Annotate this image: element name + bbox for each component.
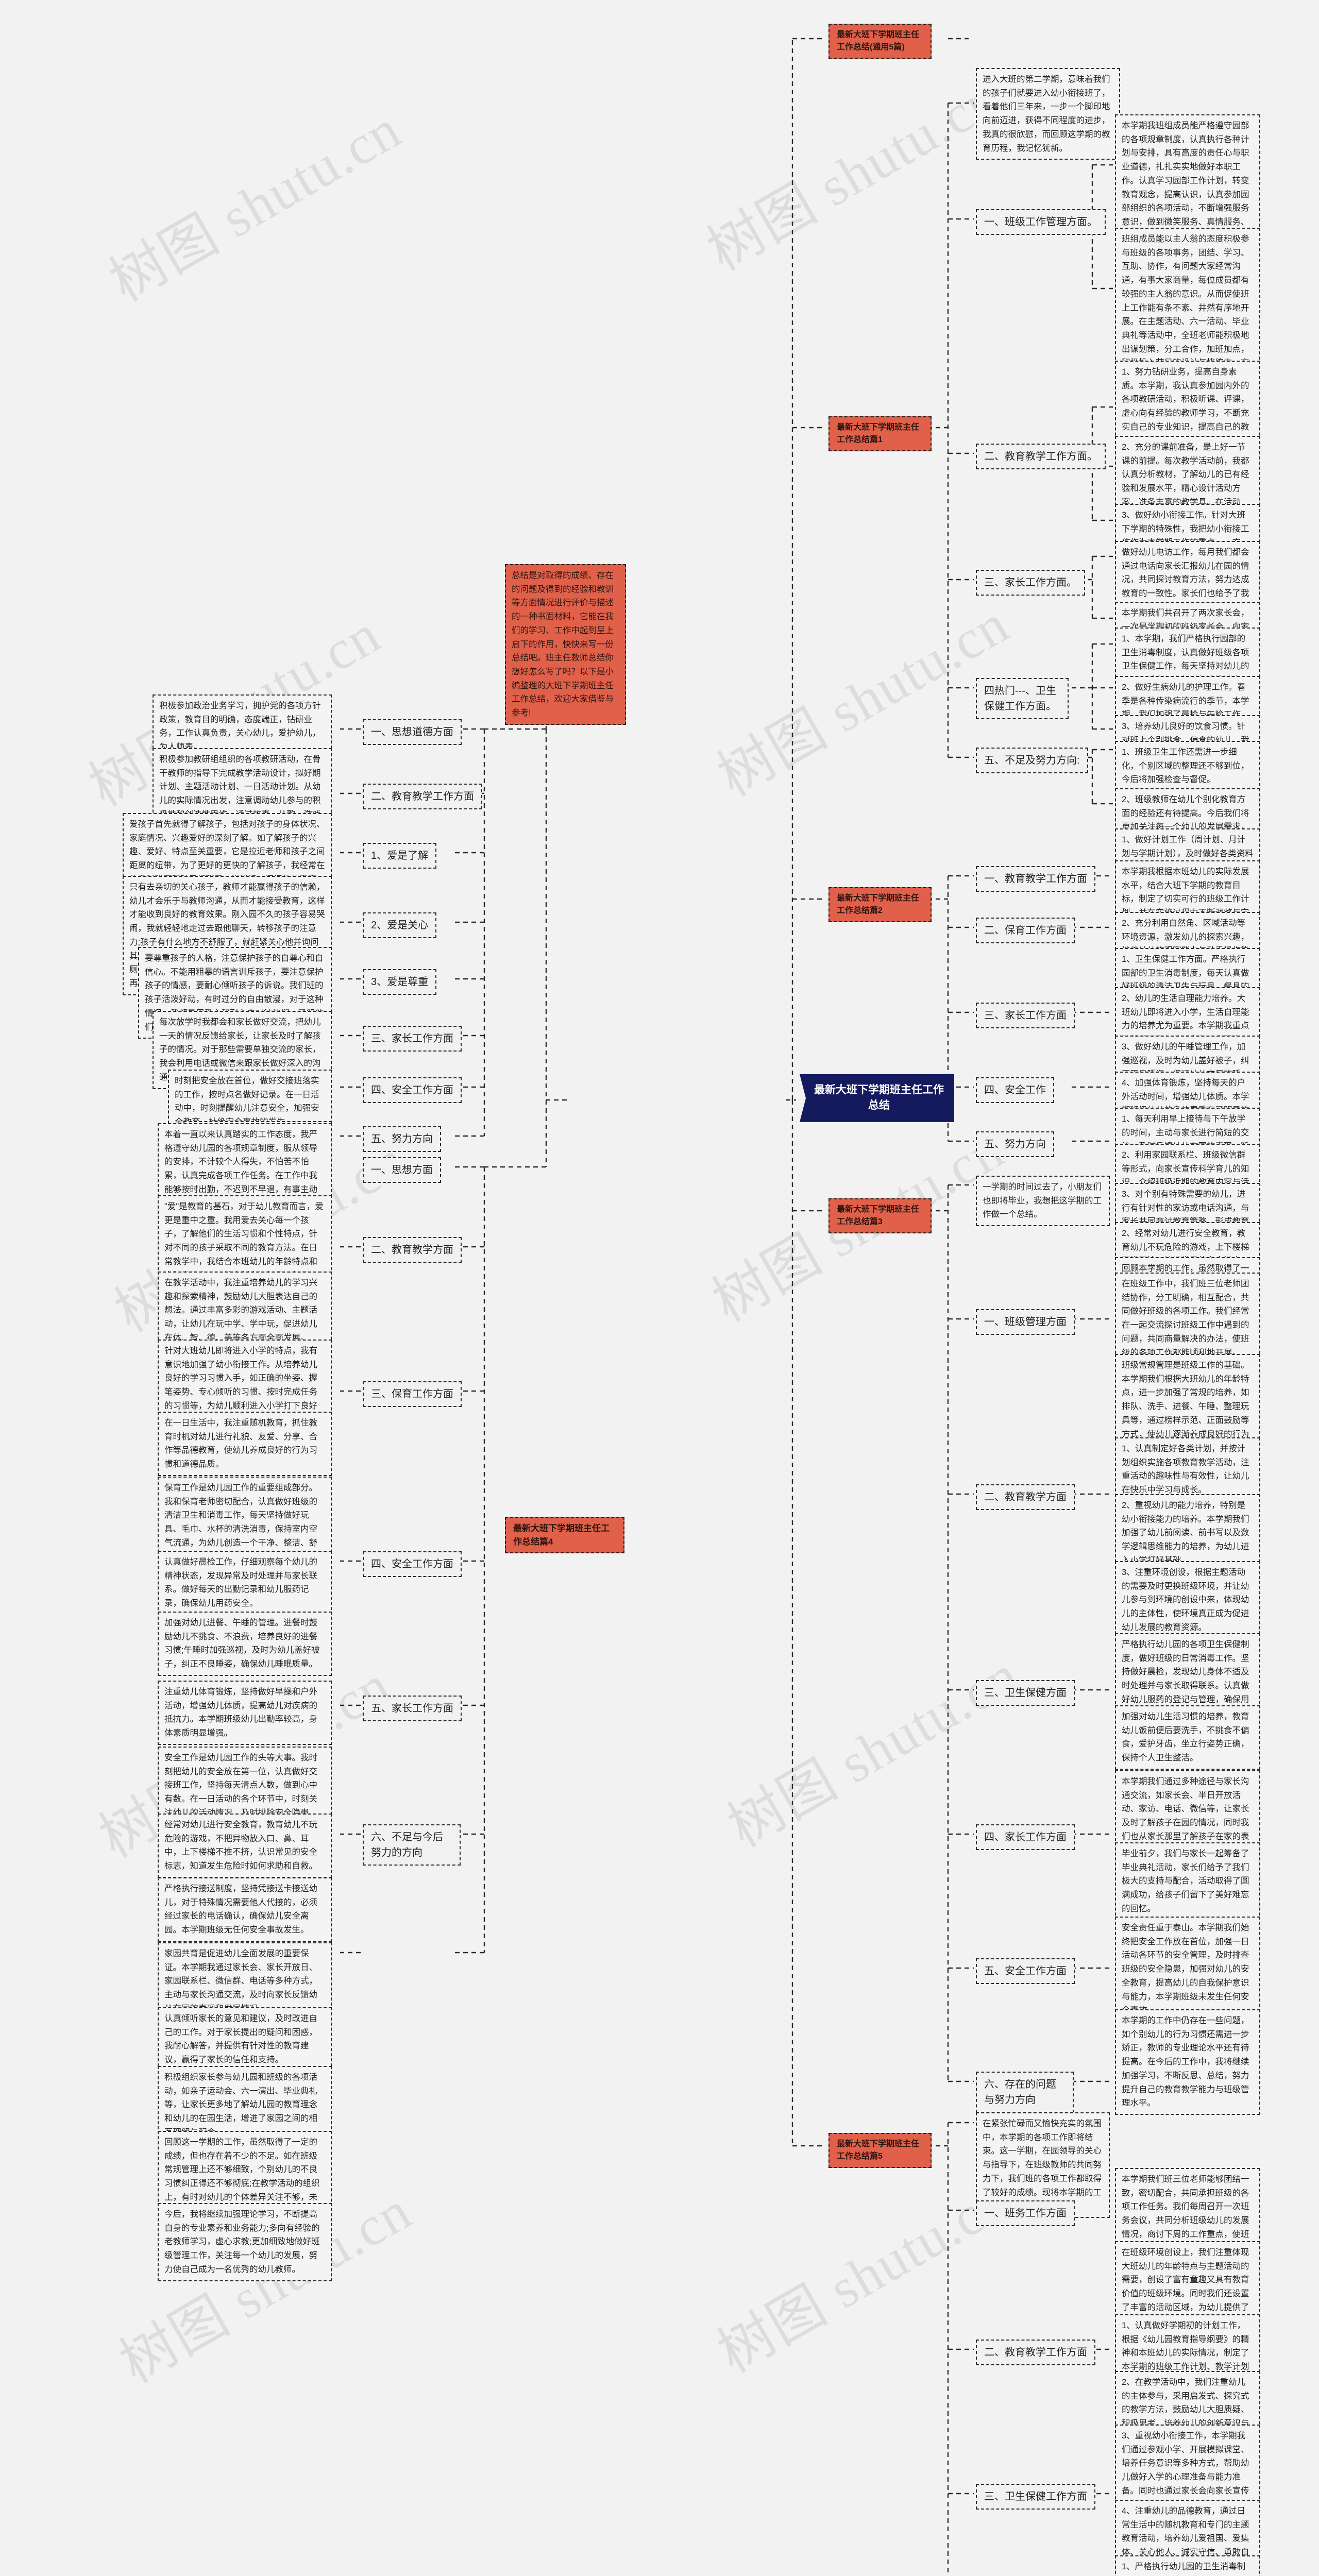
bottom-leaf-node[interactable]: 在一日生活中，我注重随机教育，抓住教育时机对幼儿进行礼貌、友爱、分享、合作等品德… [158, 1412, 332, 1476]
piece3-leaf-node[interactable]: 2、重视幼儿的能力培养，特别是幼小衔接能力的培养。本学期我们加强了幼儿前阅读、前… [1115, 1494, 1260, 1572]
bottom-leaf-node[interactable]: 加强对幼儿进餐、午睡的管理。进餐时鼓励幼儿不挑食、不浪费，培养良好的进餐习惯;午… [158, 1612, 332, 1676]
piece5-section-label[interactable]: 一、班务工作方面 [976, 2200, 1075, 2226]
piece3-leaf-node[interactable]: 安全责任重于泰山。本学期我们始终把安全工作放在首位，加强一日活动各环节的安全管理… [1115, 1917, 1260, 2023]
bottom-leaf-node[interactable]: 经常对幼儿进行安全教育，教育幼儿不玩危险的游戏，不把异物放入口、鼻、耳中，上下楼… [158, 1814, 332, 1878]
bottom-leaf-node[interactable]: 严格执行接送制度，坚持凭接送卡接送幼儿，对于特殊情况需要他人代接的，必须经过家长… [158, 1877, 332, 1942]
bottom-leaf-node[interactable]: 在教学活动中，我注重培养幼儿的学习兴趣和探索精神，鼓励幼儿大胆表达自己的想法。通… [158, 1272, 332, 1350]
piece3-section-label[interactable]: 二、教育教学方面 [976, 1484, 1075, 1510]
piece1-intro-node[interactable]: 进入大班的第二学期，意味着我们的孩子们就要进入幼小衔接班了，看着他们三年来，一步… [976, 68, 1120, 160]
piece1-section-label[interactable]: 五、不足及努力方向: [976, 748, 1088, 773]
bottom-leaf-node[interactable]: 安全工作是幼儿园工作的头等大事。我时刻把幼儿的安全放在第一位，认真做好交接班工作… [158, 1747, 332, 1825]
piece3-leaf-node[interactable]: 毕业前夕，我们与家长一起筹备了毕业典礼活动，家长们给予了我们极大的支持与配合，活… [1115, 1842, 1260, 1921]
left-section-label[interactable]: 三、家长工作方面 [363, 1026, 462, 1052]
piece5-leaf-node[interactable]: 1、严格执行幼儿园的卫生消毒制度，认真做好班级的清洁卫生与消毒工作，保持室内外环… [1115, 2555, 1260, 2576]
piece5-section-label[interactable]: 三、卫生保健工作方面 [976, 2484, 1095, 2510]
left-leaf-node[interactable]: 要尊重孩子的人格，注意保护孩子的自尊心和自信心。不能用粗暴的语言训斥孩子，要注意… [138, 947, 332, 1039]
piece2-section-label[interactable]: 二、保育工作方面 [976, 918, 1075, 943]
piece1-section-label[interactable]: 三、家长工作方面。 [976, 570, 1085, 596]
piece1-section-label[interactable]: 四热门---、卫生保健工作方面。 [976, 678, 1069, 719]
piece2-section-label[interactable]: 四、安全工作 [976, 1077, 1054, 1103]
left-section-label[interactable]: 1、爱是了解 [363, 843, 437, 869]
intro-node[interactable]: 总结是对取得的成绩、存在的问题及得到的经验和教训等方面情况进行评价与描述的一种书… [505, 564, 626, 725]
piece1-leaf-node[interactable]: 1、班级卫生工作还需进一步细化，个别区域的整理还不够到位，今后将加强检查与督促。 [1115, 741, 1260, 792]
piece3-section-label[interactable]: 四、家长工作方面 [976, 1824, 1075, 1850]
piece3-leaf-node[interactable]: 在班级工作中，我们班三位老师团结协作，分工明确，相互配合，共同做好班级的各项工作… [1115, 1273, 1260, 1365]
left-section-label[interactable]: 一、思想道德方面 [363, 719, 462, 745]
bottom-section-label[interactable]: 二、教育教学方面 [363, 1237, 462, 1263]
bottom-section-label[interactable]: 一、思想方面 [363, 1157, 441, 1183]
piece3-intro-node[interactable]: 一学期的时间过去了，小朋友们也即将毕业，我想把这学期的工作做一个总结。 [976, 1176, 1110, 1227]
bottom-leaf-node[interactable]: 认真做好晨检工作，仔细观察每个幼儿的精神状态，发现异常及时处理并与家长联系。做好… [158, 1551, 332, 1615]
bottom-section-label[interactable]: 四、安全工作方面 [363, 1551, 462, 1577]
left-section-label[interactable]: 3、爱是尊重 [363, 969, 437, 995]
bottom-branch-header[interactable]: 最新大班下学期班主任工作总结篇4 [505, 1517, 624, 1553]
piece3-leaf-node[interactable]: 3、注重环境创设，根据主题活动的需要及时更换班级环境，并让幼儿参与到环境的创设中… [1115, 1561, 1260, 1639]
right-piece-header[interactable]: 最新大班下学期班主任工作总结(通用5篇) [828, 24, 932, 59]
piece5-intro-node[interactable]: 在紧张忙碌而又愉快充实的氛围中，本学期的各项工作即将结束。这一学期，在园领导的关… [976, 2112, 1110, 2218]
bottom-section-label[interactable]: 六、不足与今后努力的方向 [363, 1824, 461, 1866]
piece2-section-label[interactable]: 五、努力方向 [976, 1131, 1054, 1157]
piece1-section-label[interactable]: 二、教育教学工作方面。 [976, 444, 1106, 469]
right-piece-header[interactable]: 最新大班下学期班主任工作总结篇5 [828, 2133, 932, 2168]
piece1-section-label[interactable]: 一、班级工作管理方面。 [976, 209, 1106, 235]
piece2-section-label[interactable]: 三、家长工作方面 [976, 1003, 1075, 1028]
piece5-section-label[interactable]: 二、教育教学工作方面 [976, 2340, 1095, 2365]
right-piece-header[interactable]: 最新大班下学期班主任工作总结篇2 [828, 887, 932, 922]
left-section-label[interactable]: 二、教育教学工作方面 [363, 784, 482, 809]
piece3-section-label[interactable]: 六、存在的问题与努力方向 [976, 2072, 1074, 2113]
piece3-section-label[interactable]: 五、安全工作方面 [976, 1958, 1075, 1984]
left-section-label[interactable]: 2、爱是关心 [363, 912, 437, 938]
bottom-section-label[interactable]: 五、家长工作方面 [363, 1696, 462, 1721]
right-piece-header[interactable]: 最新大班下学期班主任工作总结篇1 [828, 416, 932, 451]
bottom-leaf-node[interactable]: 今后，我将继续加强理论学习，不断提高自身的专业素养和业务能力;多向有经验的老教师… [158, 2203, 332, 2281]
piece3-leaf-node[interactable]: 1、认真制定好各类计划，并按计划组织实施各项教育教学活动，注重活动的趣味性与有效… [1115, 1437, 1260, 1502]
piece3-section-label[interactable]: 一、班级管理方面 [976, 1309, 1075, 1335]
piece3-leaf-node[interactable]: 本学期的工作中仍存在一些问题，如个别幼儿的行为习惯还需进一步矫正，教师的专业理论… [1115, 2009, 1260, 2115]
left-section-label[interactable]: 五、努力方向 [363, 1126, 441, 1152]
bottom-leaf-node[interactable]: 注重幼儿体育锻炼，坚持做好早操和户外活动，增强幼儿体质，提高幼儿对疾病的抵抗力。… [158, 1681, 332, 1745]
piece3-section-label[interactable]: 三、卫生保健方面 [976, 1680, 1075, 1706]
piece3-leaf-node[interactable]: 加强对幼儿生活习惯的培养，教育幼儿饭前便后要洗手，不挑食不偏食，爱护牙齿，坐立行… [1115, 1705, 1260, 1770]
left-section-label[interactable]: 四、安全工作方面 [363, 1077, 462, 1103]
piece2-section-label[interactable]: 一、教育教学工作方面 [976, 866, 1095, 892]
bottom-section-label[interactable]: 三、保育工作方面 [363, 1381, 462, 1407]
root-node[interactable]: 最新大班下学期班主任工作总结 [800, 1074, 954, 1122]
bottom-leaf-node[interactable]: 认真倾听家长的意见和建议，及时改进自己的工作。对于家长提出的疑问和困惑，我耐心解… [158, 2007, 332, 2072]
right-piece-header[interactable]: 最新大班下学期班主任工作总结篇3 [828, 1198, 932, 1233]
